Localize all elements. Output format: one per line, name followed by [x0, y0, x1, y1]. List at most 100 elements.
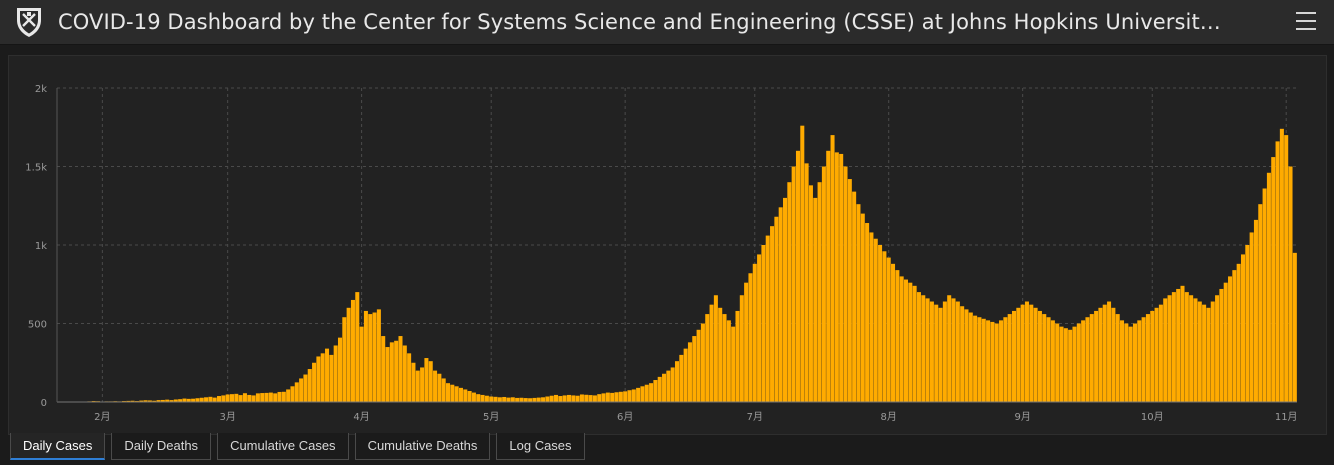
bar — [407, 353, 412, 402]
y-tick-label: 0 — [41, 398, 47, 409]
bar — [566, 394, 571, 402]
tab-daily-cases[interactable]: Daily Cases — [10, 433, 106, 460]
bar — [912, 285, 917, 402]
bar — [1132, 323, 1137, 402]
bar — [575, 395, 580, 402]
bar — [191, 398, 196, 402]
bar — [489, 396, 494, 402]
bar — [1076, 323, 1081, 402]
bar — [152, 400, 157, 402]
bar — [372, 312, 377, 402]
bar — [346, 307, 351, 402]
bar — [368, 314, 373, 402]
x-tick-label: 2月 — [94, 411, 110, 423]
bar — [471, 392, 476, 402]
bar — [1089, 314, 1094, 402]
hamburger-menu-icon[interactable] — [1296, 12, 1316, 30]
bar — [627, 390, 632, 402]
bar — [653, 380, 658, 402]
bar — [817, 182, 822, 402]
bar — [770, 226, 775, 402]
university-shield-icon — [14, 5, 44, 39]
bar — [847, 179, 852, 402]
bar — [221, 395, 226, 402]
bar — [536, 397, 541, 402]
bar — [385, 347, 390, 402]
bar — [1150, 310, 1155, 402]
bar — [1029, 304, 1034, 402]
bar — [726, 320, 731, 402]
bar — [1266, 172, 1271, 402]
bar — [990, 321, 995, 402]
bar — [739, 295, 744, 402]
tab-cumulative-cases[interactable]: Cumulative Cases — [217, 433, 349, 460]
bar — [558, 396, 563, 402]
bar — [169, 400, 174, 402]
tab-daily-deaths[interactable]: Daily Deaths — [111, 433, 212, 460]
bar — [623, 391, 628, 402]
tab-log-cases[interactable]: Log Cases — [496, 433, 585, 460]
bar — [515, 397, 520, 402]
bar — [143, 400, 148, 402]
bar — [1193, 298, 1198, 402]
bar — [1141, 317, 1146, 402]
bar — [895, 270, 900, 402]
y-tick-label: 1k — [35, 241, 47, 252]
bar — [173, 399, 178, 402]
bar — [247, 394, 252, 402]
bar — [921, 295, 926, 402]
bar — [852, 191, 857, 402]
bar — [955, 301, 960, 402]
bar — [273, 393, 278, 402]
x-tick-label: 11月 — [1275, 411, 1298, 423]
bar — [934, 304, 939, 402]
bar — [1072, 326, 1077, 402]
bar — [186, 398, 191, 402]
bar — [713, 295, 718, 402]
bar — [1202, 304, 1207, 402]
bar — [774, 216, 779, 402]
bar — [1102, 304, 1107, 402]
bar — [800, 125, 805, 403]
bar — [986, 320, 991, 402]
bar — [1288, 166, 1293, 402]
bar — [1223, 282, 1228, 402]
y-tick-label: 500 — [28, 320, 47, 331]
bar — [765, 235, 770, 402]
bar — [1210, 301, 1215, 402]
bar — [415, 370, 420, 402]
bar — [1176, 288, 1181, 402]
bar — [804, 163, 809, 402]
bar — [1154, 307, 1159, 402]
bar — [778, 207, 783, 402]
bar — [951, 298, 956, 402]
bar — [579, 394, 584, 402]
bar — [692, 336, 697, 402]
bar — [195, 398, 200, 402]
bar — [1020, 304, 1025, 402]
tab-cumulative-deaths[interactable]: Cumulative Deaths — [354, 433, 491, 460]
bar — [1042, 314, 1047, 402]
bar — [217, 396, 222, 402]
x-tick-label: 9月 — [1014, 411, 1030, 423]
bar — [649, 383, 654, 402]
bar — [212, 397, 217, 402]
bar — [333, 345, 338, 402]
bar — [1081, 320, 1086, 402]
bar — [229, 394, 234, 402]
bar — [1253, 219, 1258, 402]
bar — [899, 276, 904, 402]
bar — [554, 394, 559, 402]
bar — [1249, 232, 1254, 402]
bar — [147, 400, 152, 402]
bar — [463, 389, 468, 402]
bar — [337, 337, 343, 402]
bar — [925, 298, 930, 402]
bar — [268, 392, 273, 402]
daily-cases-chart: 0 500 1k 1.5k 2k 2月 3月 4月 5月 6月 7月 8月 9月 10月 11月 — [25, 84, 1298, 423]
bar — [947, 295, 952, 402]
bar — [783, 197, 788, 402]
bar — [493, 396, 498, 402]
bar — [1258, 204, 1263, 402]
bar — [584, 394, 589, 402]
